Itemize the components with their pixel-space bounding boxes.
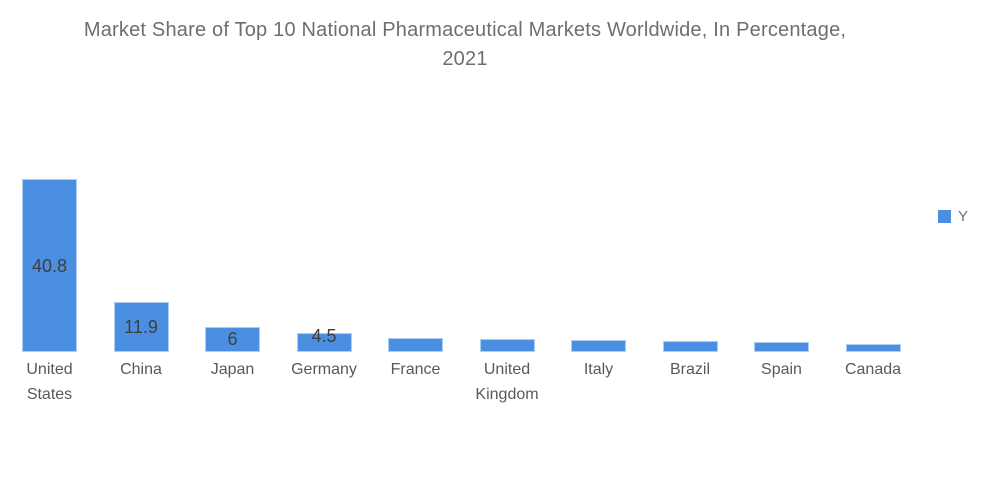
bar-italy[interactable]	[571, 339, 626, 352]
bar-united-states[interactable]	[22, 179, 77, 352]
bar-united-kingdom[interactable]	[479, 339, 535, 352]
x-axis-label-china: China	[120, 361, 162, 378]
x-axis-label-germany: Germany	[291, 361, 357, 378]
bar-germany[interactable]	[296, 332, 352, 352]
bar-value-label-china: 11.9	[124, 316, 158, 337]
x-axis-label-spain: Spain	[761, 361, 802, 378]
bar-value-label-united-states: 40.8	[31, 255, 68, 276]
x-axis-label-united-states: United States	[26, 361, 73, 403]
bar-japan[interactable]	[205, 326, 260, 352]
chart-title: Market Share of Top 10 National Pharmace…	[0, 16, 930, 74]
bar-brazil[interactable]	[662, 341, 718, 352]
x-axis-label-france: France	[390, 361, 441, 378]
x-axis-label-italy: Italy	[583, 361, 614, 378]
legend-series-label: Y	[958, 208, 969, 225]
x-axis-label-japan: Japan	[210, 361, 255, 378]
legend-swatch	[938, 210, 951, 223]
x-axis-label-brazil: Brazil	[669, 361, 710, 378]
bar-spain[interactable]	[754, 342, 809, 352]
bar-china[interactable]	[113, 301, 169, 352]
bar-canada[interactable]	[845, 343, 901, 352]
chart-title-line2: 2021	[442, 48, 488, 70]
bar-france[interactable]	[388, 337, 443, 352]
chart-title-line1: Market Share of Top 10 National Pharmace…	[83, 19, 847, 41]
bar-value-label-germany: 4.5	[311, 325, 337, 346]
legend-item[interactable]: Y	[938, 209, 968, 224]
bar-value-label-japan: 6	[227, 329, 238, 350]
x-axis-label-united-kingdom: United Kingdom	[475, 361, 539, 403]
x-axis-label-canada: Canada	[844, 361, 902, 378]
